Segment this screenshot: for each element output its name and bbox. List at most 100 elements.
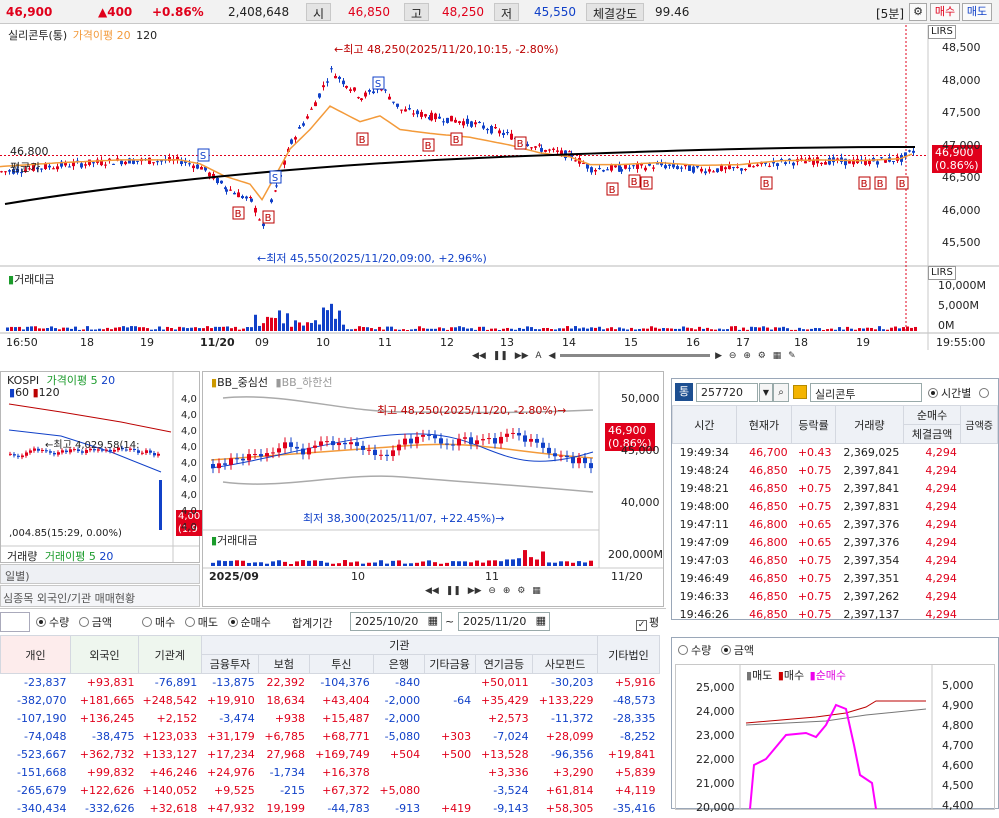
daily-zoom-out-icon[interactable]: ⊖ (488, 586, 496, 596)
flow-radio-amt-label: 금액 (733, 644, 754, 657)
table-row[interactable]: 19:46:26 46,850 +0.75 2,397,137 4,294 (673, 606, 998, 624)
sell-button[interactable]: 매도 (962, 3, 992, 21)
gear-icon[interactable]: ⚙ (909, 3, 927, 21)
date-from-input[interactable]: 2025/10/20 ▦ (350, 612, 442, 631)
volume-bar (270, 317, 273, 331)
daily-pause-icon[interactable]: ❚❚ (445, 586, 461, 596)
volume-bar (830, 328, 833, 331)
buy-signal-label: B (265, 213, 272, 224)
radio-buy[interactable] (142, 617, 152, 627)
kospi-candle-body (85, 449, 88, 454)
table-row[interactable]: -382,070 +181,665 +248,542 +19,910 18,634 +43… (0, 691, 660, 710)
lr-toggle[interactable]: LIRS (928, 25, 956, 39)
daily-rewind-icon[interactable]: ◀◀ (425, 586, 439, 596)
link-icon[interactable]: 통 (675, 383, 693, 401)
interval-label[interactable]: [5분] (876, 7, 905, 21)
dropdown-chevron-icon[interactable]: ▼ (759, 383, 773, 402)
table-row[interactable]: 19:48:21 46,850 +0.75 2,397,841 4,294 (673, 480, 998, 498)
table-row[interactable]: 19:47:11 46,800 +0.65 2,397,376 4,294 (673, 516, 998, 534)
lr-toggle-volume[interactable]: LIRS (928, 266, 956, 280)
daily-candle-body (517, 432, 521, 436)
pause-icon[interactable]: ❚❚ (492, 351, 508, 361)
table-row[interactable]: -74,048 -38,475 +123,033 +31,179 +6,785 +68,7… (0, 727, 660, 746)
candle-body (454, 119, 457, 123)
flow-left-tick: 24,000 (696, 705, 735, 718)
scroll-left-icon[interactable]: ◀ (548, 351, 556, 361)
zoom-in-icon[interactable]: ⊕ (743, 351, 751, 361)
investor-cell (424, 782, 475, 800)
candle-body (458, 121, 461, 123)
candle-body (294, 137, 297, 140)
chart-scroll-toolbar[interactable]: ◀◀ ❚❚ ▶▶ A ◀ ▶ ⊖ ⊕ ⚙ ▦ ✎ (470, 351, 930, 365)
play-icon[interactable]: ▶▶ (514, 351, 529, 361)
candle-body (318, 93, 321, 98)
daily-settings-icon[interactable]: ⚙ (517, 586, 526, 596)
daily-play-icon[interactable]: ▶▶ (467, 586, 482, 596)
table-row[interactable]: -23,837 +93,831 -76,891 -13,875 22,392 -104,3… (0, 673, 660, 692)
average-checkbox[interactable]: ✓ 평 (636, 614, 659, 631)
radio-qty[interactable] (36, 617, 46, 627)
flow-radio-qty[interactable] (678, 645, 688, 655)
radio-hourly[interactable]: 시간별 (928, 385, 992, 401)
daily-scroll-toolbar[interactable]: ◀◀ ❚❚ ▶▶ ⊖ ⊕ ⚙ ▦ (423, 586, 543, 596)
radio-hourly-dot[interactable] (928, 388, 938, 398)
radio-amt[interactable] (78, 617, 89, 627)
zoom-out-icon[interactable]: ⊖ (728, 351, 737, 361)
table-row[interactable]: 19:48:24 46,850 +0.75 2,397,841 4,294 (673, 462, 998, 480)
daily-grid-icon[interactable]: ▦ (532, 586, 541, 596)
daily-volume-bar (415, 562, 419, 566)
table-row[interactable]: 19:47:09 46,800 +0.65 2,397,376 4,294 (673, 534, 998, 552)
investor-radio-group-2[interactable]: 매수 매도 순매수 (142, 614, 271, 630)
investor-radio-group-1[interactable]: 수량 금액 (36, 614, 112, 630)
tab-investor-flow[interactable]: 심종목 외국인/기관 매매현황 (0, 585, 200, 607)
radio-daily-dot[interactable] (978, 388, 989, 398)
candle-body (848, 159, 851, 164)
buy-signal-label: B (631, 177, 638, 188)
daily-chart[interactable]: ▮BB_중심선 ▮BB_하한선 최고 48,250(2025/11/20, -2… (202, 371, 664, 607)
table-row[interactable]: -107,190 +136,245 +2,152 -3,474 +938 +15,487 -… (0, 709, 660, 728)
tick-cell: 2,397,262 (843, 590, 900, 603)
radio-sell[interactable] (184, 617, 195, 627)
grid-icon[interactable]: ▦ (772, 351, 782, 361)
volume-bar (126, 327, 129, 331)
buy-button[interactable]: 매수 (930, 3, 960, 21)
drawing-icon[interactable]: ✎ (788, 351, 796, 361)
flow-radio-group[interactable]: 수량 금액 (678, 642, 754, 658)
table-row[interactable]: 19:46:33 46,850 +0.75 2,397,262 4,294 (673, 588, 998, 606)
daily-volume-bar (541, 551, 545, 566)
volume-bar (170, 328, 173, 331)
date-to-input[interactable]: 2025/11/20 ▦ (458, 612, 550, 631)
candle-body (652, 167, 655, 169)
kospi-candle-body (113, 449, 116, 452)
folder-icon[interactable] (793, 385, 807, 399)
tab-daily[interactable]: 일별) (0, 564, 200, 584)
radio-net[interactable] (227, 617, 238, 627)
table-row[interactable]: 19:46:49 46,850 +0.75 2,397,351 4,294 (673, 570, 998, 588)
volume-bar (442, 328, 445, 331)
table-row[interactable]: 19:48:00 46,850 +0.75 2,397,831 4,294 (673, 498, 998, 516)
tick-cell: +0.75 (797, 482, 832, 495)
stock-name-field[interactable]: 실리콘투 (810, 383, 922, 402)
flow-radio-amt[interactable] (720, 645, 731, 655)
col-private-fund: 사모펀드 (532, 654, 598, 674)
table-row[interactable]: -523,667 +362,732 +133,127 +17,234 27,968 +16… (0, 745, 660, 764)
table-row[interactable]: 19:49:34 46,700 +0.43 2,369,025 4,294 (673, 444, 998, 462)
table-row[interactable]: -151,668 +99,832 +46,246 +24,976 -1,734 +16,3… (0, 763, 660, 782)
table-row[interactable]: 19:47:03 46,850 +0.75 2,397,354 4,294 (673, 552, 998, 570)
stock-code-box[interactable] (0, 612, 30, 632)
scroll-right-icon[interactable]: ▶ (715, 351, 723, 361)
rewind-icon[interactable]: ◀◀ (472, 351, 486, 361)
investor-cell: -13,875 (212, 676, 255, 690)
kospi-chart[interactable]: KOSPI 가격이평 5 20 ▮60 ▮120 ←최고 4,029.58(14… (0, 371, 203, 563)
stock-code-input[interactable]: 257720 (696, 383, 758, 402)
text-a-icon[interactable]: A (535, 351, 542, 361)
table-row[interactable]: -265,679 +122,626 +140,052 +9,525 -215 +67,37… (0, 781, 660, 800)
settings-icon[interactable]: ⚙ (757, 351, 766, 361)
candle-body (776, 163, 779, 167)
search-icon[interactable]: ⌕ (773, 383, 789, 402)
daily-zoom-in-icon[interactable]: ⊕ (502, 586, 511, 596)
daily-tag-rate: (0.86%) (608, 437, 652, 450)
volume-bar (538, 329, 541, 331)
chart-scrollbar[interactable] (560, 354, 711, 357)
